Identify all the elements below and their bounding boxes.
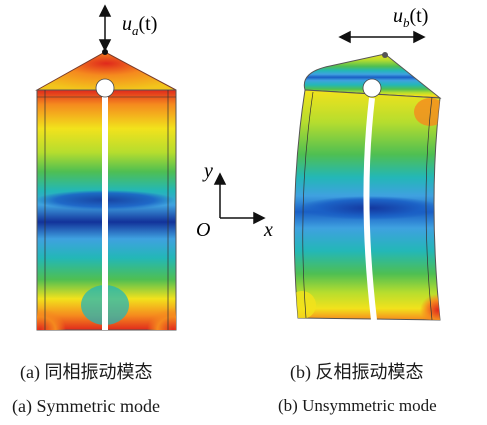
- panel-a-force-arrow: [98, 4, 112, 52]
- panel-b-central-slit: [363, 97, 377, 321]
- panel-a-caption-cn: (a) 同相振动模态: [20, 362, 153, 382]
- panel-a-central-slit: [102, 95, 108, 330]
- panel-a-mode-shape: ua(t): [35, 4, 177, 331]
- axis-y-label: y: [202, 160, 213, 182]
- panel-b-force-arrow: [338, 30, 426, 44]
- axis-origin-label: O: [196, 219, 210, 241]
- panel-b-excitation-point: [382, 52, 388, 58]
- panel-b-mode-shape: ub(t): [293, 5, 442, 321]
- panel-a-caption-en: (a) Symmetric mode: [12, 396, 160, 416]
- axis-x-label: x: [263, 219, 273, 241]
- panel-b-caption-cn: (b) 反相振动模态: [290, 362, 424, 382]
- panel-b-caption-en: (b) Unsymmetric mode: [278, 396, 437, 415]
- panel-a-force-label: ua(t): [122, 13, 157, 38]
- coordinate-axes: [213, 172, 266, 225]
- panel-a-excitation-point: [102, 49, 108, 55]
- panel-b-roof: [303, 53, 442, 99]
- panel-a-hole: [95, 78, 115, 98]
- panel-b-hole: [362, 78, 382, 98]
- panel-b-force-label: ub(t): [393, 5, 428, 30]
